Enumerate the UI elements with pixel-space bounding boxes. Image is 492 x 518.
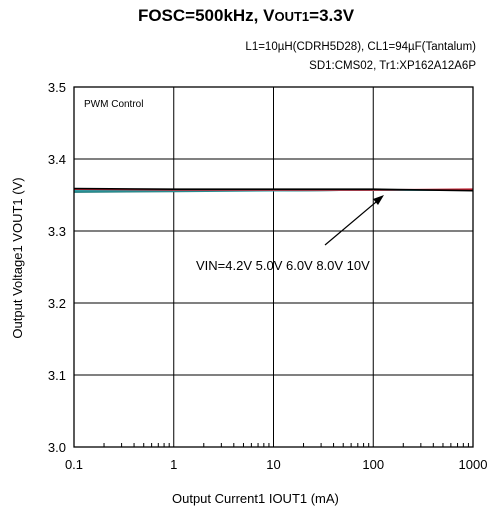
y-tick-label: 3.3 [48,224,66,239]
y-tick-label: 3.1 [48,368,66,383]
annotation-arrow-line [324,196,383,246]
series-group [73,187,474,193]
series-line [73,187,474,192]
y-tick-label: 3.2 [48,296,66,311]
y-tick-label: 3.4 [48,152,66,167]
y-tick-label: 3.5 [48,80,66,95]
annotation-label: VIN=4.2V 5.0V 6.0V 8.0V 10V [196,258,370,273]
x-tick-label: 100 [362,457,384,472]
chart-title: FOSC=500kHz, VOUT1=3.3V [0,6,492,26]
x-tick-label: 1 [170,457,177,472]
x-tick-label: 0.1 [65,457,83,472]
conditions-line-1: L1=10µH(CDRH5D28), CL1=94µF(Tantalum) [245,41,476,53]
conditions-line-2: SD1:CMS02, Tr1:XP162A12A6P [309,60,476,72]
chart-title-tail: =3.3V [309,6,355,25]
x-tick-label: 10 [266,457,280,472]
chart-title-subscript: OUT1 [274,9,310,24]
x-axis-label: Output Current1 IOUT1 (mA) [172,491,339,506]
annotation-arrow-head [373,195,384,205]
tick-labels: 0.1 1 10 100 1000 3.0 3.1 3.2 3.3 3.4 3.5 [48,80,488,472]
x-tick-label: 1000 [459,457,488,472]
inset-label: PWM Control [84,99,143,110]
y-tick-label: 3.0 [48,440,66,455]
plot-frame [73,86,474,448]
chart-title-main: FOSC=500kHz, V [137,6,275,25]
grid-lines [74,87,473,447]
y-axis-label: Output Voltage1 VOUT1 (V) [10,177,25,338]
minor-ticks [103,443,469,447]
